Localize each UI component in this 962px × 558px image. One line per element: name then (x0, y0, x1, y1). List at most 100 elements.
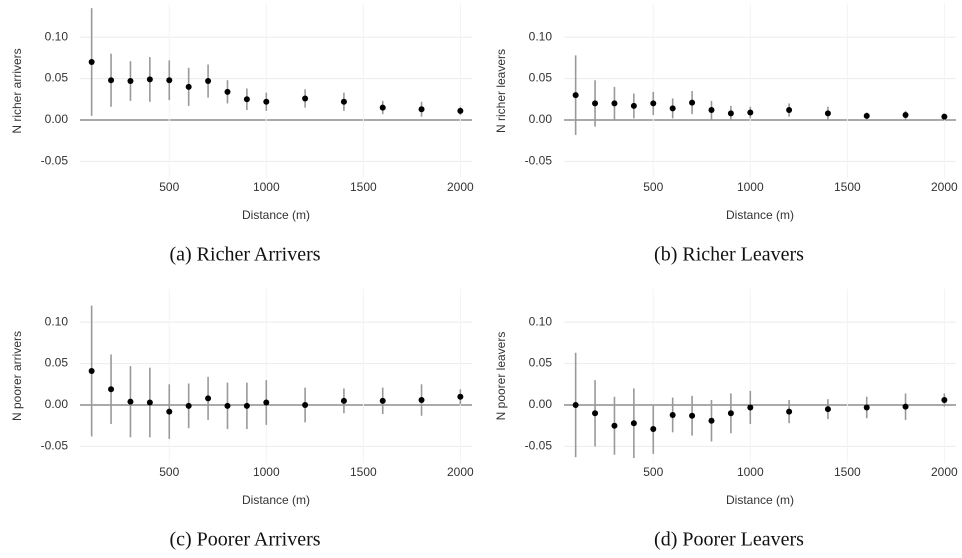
point (146, 399, 153, 406)
point (457, 393, 464, 400)
x-tick-label: 1000 (253, 180, 280, 194)
point (786, 408, 793, 415)
y-tick-label: 0.00 (529, 397, 553, 411)
point (592, 410, 599, 417)
point (263, 399, 270, 406)
x-tick-label: 2000 (447, 465, 474, 479)
point (747, 109, 754, 116)
point (786, 107, 793, 114)
point (108, 77, 115, 84)
x-tick-label: 1500 (350, 465, 377, 479)
y-axis-label: N poorer arrivers (10, 331, 24, 421)
point (88, 59, 95, 65)
point (108, 386, 115, 393)
x-axis-label: Distance (m) (726, 493, 794, 507)
point (166, 77, 173, 84)
point (747, 404, 754, 411)
point (902, 403, 909, 410)
point (572, 402, 579, 408)
point (205, 78, 212, 85)
point (379, 104, 386, 111)
point (689, 99, 696, 106)
point (941, 113, 948, 120)
y-tick-label: 0.05 (529, 71, 553, 85)
point (243, 96, 250, 103)
point (340, 397, 347, 404)
y-tick-label: -0.05 (525, 439, 553, 453)
point (379, 397, 386, 404)
point (669, 105, 676, 112)
y-tick-label: 0.10 (45, 29, 69, 43)
y-axis-label: N richer arrivers (10, 48, 24, 133)
point (727, 410, 734, 417)
y-tick-label: -0.05 (41, 439, 69, 453)
y-axis-label: N richer leavers (494, 49, 508, 133)
point (727, 110, 734, 117)
point (224, 402, 231, 409)
point (418, 397, 425, 404)
point (708, 417, 715, 424)
point (941, 397, 948, 404)
point (611, 100, 618, 107)
point (127, 398, 134, 405)
x-tick-label: 500 (159, 180, 179, 194)
point (572, 92, 579, 99)
point (669, 411, 676, 418)
point (863, 404, 870, 411)
x-tick-label: 1000 (737, 465, 764, 479)
point (457, 107, 464, 114)
caption: (d) Poorer Leavers (654, 529, 804, 551)
y-tick-label: 0.05 (529, 356, 553, 370)
x-tick-label: 2000 (447, 180, 474, 194)
caption: (a) Richer Arrivers (169, 244, 320, 266)
x-tick-label: 1500 (834, 465, 861, 479)
point (592, 100, 599, 107)
point (146, 76, 153, 83)
x-tick-label: 500 (643, 180, 663, 194)
y-tick-label: 0.10 (45, 314, 69, 328)
point (302, 402, 309, 408)
point (224, 88, 231, 95)
point (185, 402, 192, 409)
x-tick-label: 1500 (350, 180, 377, 194)
x-tick-label: 1500 (834, 180, 861, 194)
caption: (c) Poorer Arrivers (169, 529, 320, 551)
point (263, 98, 270, 105)
y-tick-label: 0.00 (45, 112, 69, 126)
y-tick-label: 0.00 (529, 112, 553, 126)
x-tick-label: 500 (643, 465, 663, 479)
panel: -0.05 0.00 0.05 0.10 500 1000 1500 2000 Distance… (10, 289, 474, 551)
point (708, 107, 715, 114)
panel: -0.05 0.00 0.05 0.10 500 1000 1500 2000 Distance… (494, 4, 958, 266)
y-tick-label: 0.05 (45, 71, 69, 85)
point (863, 112, 870, 119)
point (185, 83, 192, 90)
x-axis-label: Distance (m) (726, 208, 794, 222)
point (650, 100, 657, 107)
x-axis-label: Distance (m) (242, 493, 310, 507)
point (824, 110, 831, 117)
panel: -0.05 0.00 0.05 0.10 500 1000 1500 2000 Distance… (494, 289, 958, 551)
point (205, 395, 212, 402)
point (127, 78, 134, 85)
x-tick-label: 1000 (253, 465, 280, 479)
point (611, 422, 618, 429)
y-tick-label: -0.05 (41, 154, 69, 168)
point (88, 368, 95, 375)
x-tick-label: 1000 (737, 180, 764, 194)
y-tick-label: 0.10 (529, 29, 553, 43)
panel: -0.05 0.00 0.05 0.10 500 1000 1500 2000 Distance… (10, 4, 474, 266)
x-tick-label: 2000 (931, 180, 958, 194)
x-tick-label: 500 (159, 465, 179, 479)
point (418, 106, 425, 113)
y-tick-label: -0.05 (525, 154, 553, 168)
y-tick-label: 0.00 (45, 397, 69, 411)
point (243, 402, 250, 409)
point (689, 412, 696, 419)
y-tick-label: 0.10 (529, 314, 553, 328)
point (824, 406, 831, 413)
point (340, 98, 347, 105)
caption: (b) Richer Leavers (654, 244, 804, 266)
x-tick-label: 2000 (931, 465, 958, 479)
